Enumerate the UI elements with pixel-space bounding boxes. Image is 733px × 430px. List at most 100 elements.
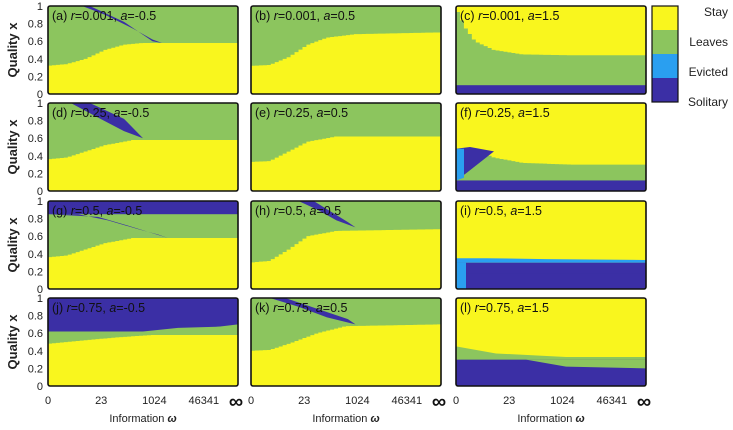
y-tick-label: 0 (37, 284, 43, 296)
panel-frame (47, 200, 239, 290)
colorbar: Stay Leaves Evicted Solitary (651, 5, 728, 109)
y-tick-label: 0.8 (28, 116, 43, 128)
x-axis-label: Information ω (312, 413, 379, 425)
x-tick-infinity: ∞ (432, 391, 446, 413)
y-axis-label: Quality x (5, 22, 20, 78)
x-tick-infinity: ∞ (637, 391, 651, 413)
solitary-lower (466, 273, 646, 289)
panel-label: (h) r=0.5, a=0.5 (255, 204, 341, 218)
panel-label: (a) r=0.001, a=-0.5 (52, 9, 156, 23)
y-tick-label: 0 (37, 381, 43, 393)
y-tick-label: 0.4 (28, 249, 43, 261)
colorbar-swatch (652, 78, 678, 103)
panel-d: (d) r=0.25, a=-0.5 1 0.8 0.6 0.4 0.2 0 Quality … (5, 98, 239, 198)
solitary-wedge (298, 201, 356, 228)
y-tick-label: 1 (37, 1, 43, 13)
colorbar-label: Leaves (689, 35, 728, 49)
panel-label: (k) r=0.75, a=0.5 (255, 301, 347, 315)
x-tick-label: 46341 (392, 395, 423, 407)
x-tick-label: 0 (45, 395, 51, 407)
y-tick-label: 0.4 (28, 54, 43, 66)
y-tick-label: 0 (37, 186, 43, 198)
solitary-wedge (82, 6, 162, 43)
panel-label: (c) r=0.001, a=1.5 (460, 9, 559, 23)
x-tick-label: 1024 (142, 395, 166, 407)
y-tick-label: 0.6 (28, 231, 43, 243)
panel-label: (l) r=0.75, a=1.5 (460, 301, 549, 315)
y-tick-label: 0.8 (28, 311, 43, 323)
solitary-wedge (70, 103, 153, 140)
y-tick-label: 0.6 (28, 133, 43, 145)
leaves-sliver (526, 359, 646, 369)
leaves-region (456, 11, 646, 94)
y-tick-label: 0.6 (28, 36, 43, 48)
evicted-band (456, 258, 646, 263)
y-tick-label: 1 (37, 98, 43, 110)
x-tick-label: 0 (453, 395, 459, 407)
x-tick-infinity: ∞ (229, 391, 243, 413)
solitary-wedge (456, 147, 494, 181)
stay-region (48, 334, 238, 386)
y-tick-label: 0.8 (28, 214, 43, 226)
x-tick-label: 1024 (550, 395, 574, 407)
panel-k: (k) r=0.75, a=0.5 0 23 1024 46341 ∞ Informatio… (248, 297, 446, 425)
y-tick-label: 1 (37, 196, 43, 208)
panel-frame (250, 297, 442, 387)
panel-frame (455, 297, 647, 387)
panel-frame (250, 5, 442, 95)
y-axis-label: Quality x (5, 217, 20, 273)
stay-region (48, 139, 238, 191)
panel-frame (455, 5, 647, 95)
x-tick-label: 0 (248, 395, 254, 407)
solitary-wedge (270, 298, 356, 325)
stay-region (251, 229, 441, 289)
x-tick-label: 46341 (597, 395, 628, 407)
y-tick-label: 0.4 (28, 151, 43, 163)
x-tick-label: 46341 (189, 395, 220, 407)
panel-label: (j) r=0.75, a=-0.5 (52, 301, 145, 315)
panel-label: (i) r=0.5, a=1.5 (460, 204, 542, 218)
stay-region (251, 324, 441, 386)
panel-label: (g) r=0.5, a=-0.5 (52, 204, 142, 218)
y-tick-label: 0 (37, 89, 43, 101)
evicted-region (456, 148, 464, 181)
panel-frame (455, 200, 647, 290)
panel-c: (c) r=0.001, a=1.5 (455, 5, 647, 95)
y-tick-label: 0.8 (28, 19, 43, 31)
y-axis-label: Quality x (5, 314, 20, 370)
panel-h: (h) r=0.5, a=0.5 (250, 200, 442, 290)
colorbar-swatch (652, 6, 678, 31)
panel-frame (47, 297, 239, 387)
solitary-band (456, 85, 646, 94)
leaves-sliver (143, 326, 238, 335)
y-tick-label: 0.2 (28, 266, 43, 278)
y-tick-label: 0.2 (28, 363, 43, 375)
solitary-region (48, 298, 238, 332)
x-tick-label: 1024 (345, 395, 369, 407)
y-tick-label: 0.4 (28, 346, 43, 358)
panel-i: (i) r=0.5, a=1.5 (455, 200, 647, 290)
solitary-band (456, 180, 646, 191)
colorbar-label: Stay (704, 5, 728, 19)
panel-j: (j) r=0.75, a=-0.5 1 0.8 0.6 0.4 0.2 0 Quality … (5, 293, 243, 425)
stay-region (251, 136, 441, 191)
x-tick-label: 23 (298, 395, 310, 407)
x-tick-label: 23 (95, 395, 107, 407)
colorbar-label: Evicted (689, 65, 728, 79)
evicted-left (456, 262, 466, 289)
panel-frame (250, 200, 442, 290)
panel-frame (47, 5, 239, 95)
stay-region (251, 32, 441, 94)
panel-label: (f) r=0.25, a=1.5 (460, 106, 550, 120)
colorbar-swatch (652, 54, 678, 79)
colorbar-swatch (652, 30, 678, 55)
stay-region (48, 42, 238, 94)
stay-region (48, 237, 238, 289)
colorbar-label: Solitary (688, 95, 728, 109)
x-axis-label: Information ω (517, 413, 584, 425)
colorbar-frame (651, 5, 679, 103)
panel-a: (a) r=0.001, a=-0.5 1 0.8 0.6 0.4 0.2 0 Quality… (5, 1, 239, 101)
y-tick-label: 0.2 (28, 71, 43, 83)
panel-label: (d) r=0.25, a=-0.5 (52, 106, 149, 120)
